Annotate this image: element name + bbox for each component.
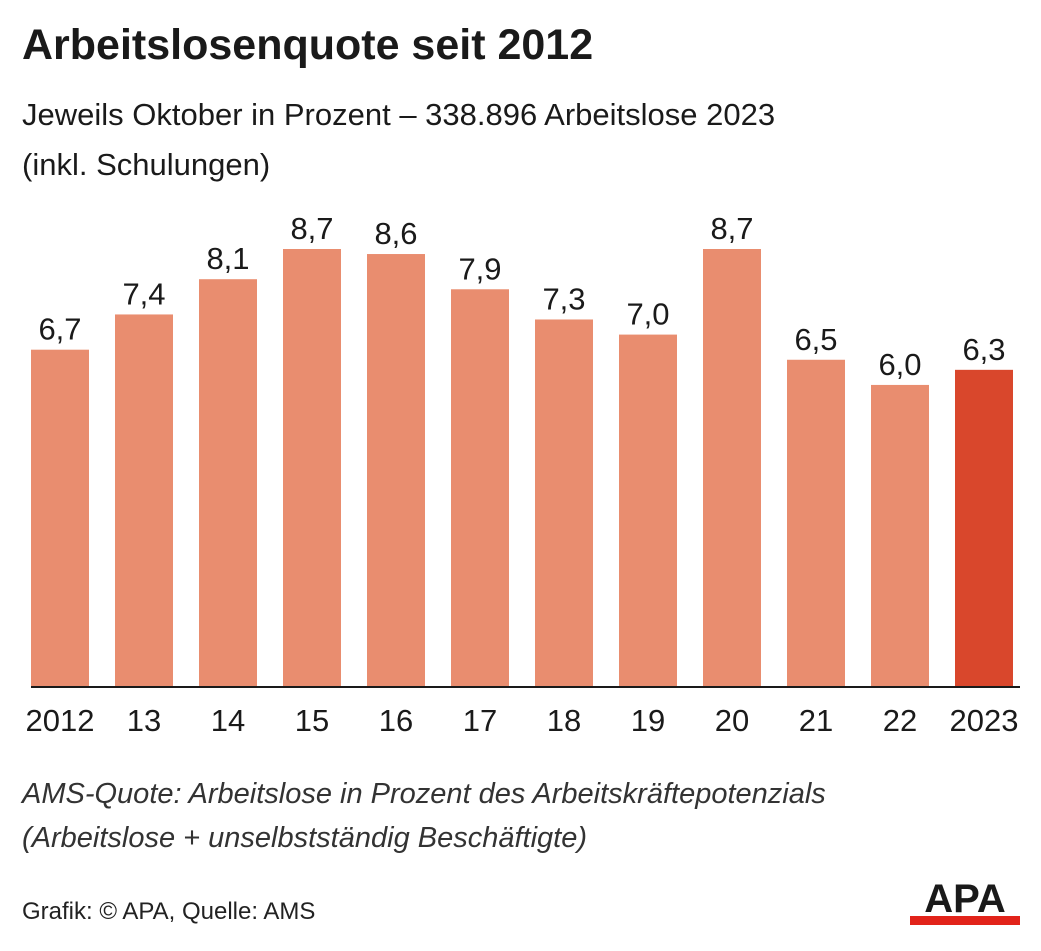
bar-chart: 6,77,48,18,7 8,67,97,3 7,08,76,56,0 6,3 201… <box>26 211 1020 738</box>
apa-logo-text: APA <box>924 878 1005 921</box>
x-tick-labels-group: 2012 13 14 15 16 17 18 19 20 21 22 2023 <box>26 703 1019 738</box>
value-label-20: 8,7 <box>710 211 753 246</box>
x-tick-label-22: 22 <box>883 703 917 738</box>
x-tick-label-2023: 2023 <box>950 703 1019 738</box>
x-tick-label-16: 16 <box>379 703 413 738</box>
footnote: AMS-Quote: Arbeitslose in Prozent des Ar… <box>22 772 1022 860</box>
value-label-14: 8,1 <box>206 241 249 276</box>
apa-logo: APA <box>910 878 1020 925</box>
value-label-16: 8,6 <box>374 216 417 251</box>
chart-subtitle: Jeweils Oktober in Prozent – 338.896 Arb… <box>22 90 982 190</box>
x-tick-label-14: 14 <box>211 703 245 738</box>
bar-20 <box>703 249 761 687</box>
subtitle-line-2: (inkl. Schulungen) <box>22 147 271 182</box>
x-tick-label-20: 20 <box>715 703 749 738</box>
bar-21 <box>787 359 845 687</box>
bar-17 <box>451 289 509 687</box>
subtitle-line-1: Jeweils Oktober in Prozent – 338.896 Arb… <box>22 97 776 132</box>
value-label-13: 7,4 <box>122 276 165 311</box>
value-label-2012: 6,7 <box>38 312 81 347</box>
bar-14 <box>199 279 257 687</box>
x-tick-label-15: 15 <box>295 703 329 738</box>
bar-13 <box>115 314 173 687</box>
value-label-2023: 6,3 <box>962 332 1005 367</box>
value-label-21: 6,5 <box>794 322 837 357</box>
x-tick-label-13: 13 <box>127 703 161 738</box>
bar-18 <box>535 319 593 687</box>
x-tick-label-17: 17 <box>463 703 497 738</box>
bar-22 <box>871 384 929 687</box>
bar-19 <box>619 334 677 687</box>
value-label-18: 7,3 <box>542 281 585 316</box>
source-credit: Grafik: © APA, Quelle: AMS <box>22 898 316 925</box>
value-label-22: 6,0 <box>878 347 921 382</box>
value-label-17: 7,9 <box>458 251 501 286</box>
bar-15 <box>283 249 341 687</box>
value-label-19: 7,0 <box>626 297 669 332</box>
apa-logo-red-bar <box>910 916 1020 925</box>
x-tick-label-21: 21 <box>799 703 833 738</box>
value-label-15: 8,7 <box>290 211 333 246</box>
x-tick-label-18: 18 <box>547 703 581 738</box>
footnote-line-1: AMS-Quote: Arbeitslose in Prozent des Ar… <box>22 778 826 810</box>
footnote-line-2: (Arbeitslose + unselbstständig Beschäfti… <box>22 822 588 854</box>
bar-2012 <box>31 349 89 687</box>
bar-16 <box>367 254 425 687</box>
chart-title: Arbeitslosenquote seit 2012 <box>22 21 594 69</box>
bar-2023 <box>955 369 1013 687</box>
value-labels-group: 6,7 7,4 8,1 8,7 8,6 7,9 7,3 7,0 8,7 6,5 6,0 6,3 <box>38 211 1005 382</box>
x-tick-label-19: 19 <box>631 703 665 738</box>
bars-group <box>31 249 1013 687</box>
x-tick-label-2012: 2012 <box>26 703 95 738</box>
